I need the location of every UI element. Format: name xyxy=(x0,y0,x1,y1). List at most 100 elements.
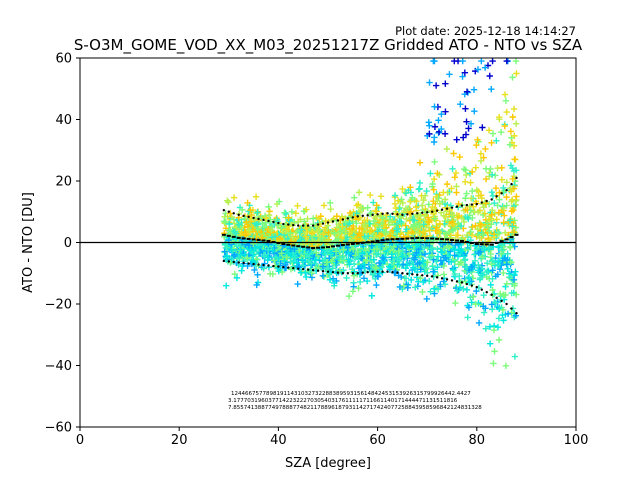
scatter-point xyxy=(430,186,437,193)
mean-series-point xyxy=(440,238,445,241)
scatter-point xyxy=(373,264,380,272)
scatter-point xyxy=(237,251,244,258)
scatter-point xyxy=(331,229,338,237)
lower-std-series-point xyxy=(411,273,414,276)
upper-std-series-point xyxy=(336,219,340,222)
scatter-point xyxy=(420,264,428,272)
scatter-point xyxy=(394,256,402,263)
scatter-point xyxy=(465,215,472,222)
scatter-point xyxy=(403,215,410,223)
scatter-point xyxy=(359,249,366,257)
scatter-point xyxy=(512,120,520,127)
mean-series-point xyxy=(321,246,326,249)
scatter-point xyxy=(360,275,368,282)
scatter-point xyxy=(472,222,479,230)
scatter-point xyxy=(486,323,494,330)
scatter-point xyxy=(349,288,357,295)
upper-std-series-point xyxy=(426,211,429,214)
y-tick-label: 60 xyxy=(55,52,72,67)
scatter-point xyxy=(474,225,481,233)
scatter-point xyxy=(434,253,442,260)
upper-std-series-point xyxy=(421,211,424,214)
scatter-point xyxy=(470,86,478,93)
mean-series-point xyxy=(499,240,504,243)
lower-std-series-point xyxy=(435,276,439,279)
scatter-point xyxy=(485,127,493,134)
scatter-point xyxy=(496,196,503,203)
upper-std-series-point xyxy=(406,213,409,216)
upper-std-series-point xyxy=(257,217,260,221)
scatter-point xyxy=(495,209,502,216)
lower-std-series-point xyxy=(361,271,364,274)
scatter-point xyxy=(228,246,235,254)
scatter-point xyxy=(231,228,239,235)
scatter-point xyxy=(440,212,448,219)
mean-series-point xyxy=(281,243,286,246)
scatter-point xyxy=(419,202,426,209)
mean-series-point xyxy=(464,240,469,243)
scatter-point xyxy=(353,210,360,217)
scatter-point xyxy=(461,69,469,76)
scatter-point xyxy=(278,268,286,276)
scatter-point xyxy=(389,258,396,265)
scatter-point xyxy=(482,325,489,332)
scatter-point xyxy=(398,218,405,226)
scatter-point xyxy=(357,232,364,239)
scatter-point xyxy=(467,179,474,186)
scatter-point xyxy=(468,195,475,202)
scatter-point xyxy=(419,278,427,286)
scatter-point xyxy=(420,221,427,228)
scatter-point xyxy=(433,224,440,231)
upper-std-series-point xyxy=(316,223,320,226)
scatter-points xyxy=(220,57,520,369)
upper-std-series-point xyxy=(445,207,449,210)
scatter-point xyxy=(491,210,498,218)
scatter-point xyxy=(492,184,500,192)
scatter-point xyxy=(294,280,301,288)
scatter-point xyxy=(376,242,384,249)
scatter-point xyxy=(450,266,457,273)
scatter-point xyxy=(508,309,515,317)
mean-series-point xyxy=(316,246,321,249)
lower-std-series-point xyxy=(232,260,235,264)
lower-std-series-point xyxy=(306,268,310,271)
scatter-point xyxy=(465,273,473,281)
scatter-point xyxy=(428,245,436,252)
scatter-point xyxy=(509,175,516,183)
scatter-point xyxy=(346,261,353,268)
mean-series-point xyxy=(494,241,499,244)
scatter-point xyxy=(503,261,510,268)
scatter-point xyxy=(267,226,275,234)
scatter-point xyxy=(251,266,258,274)
scatter-point xyxy=(495,315,503,322)
scatter-point xyxy=(321,250,329,258)
scatter-point xyxy=(453,183,460,190)
scatter-point xyxy=(446,244,453,251)
upper-std-series-point xyxy=(227,210,230,213)
lower-std-series-point xyxy=(386,270,389,273)
scatter-point xyxy=(452,299,459,307)
scatter-point xyxy=(264,246,272,254)
scatter-point xyxy=(444,217,452,224)
scatter-point xyxy=(356,278,364,286)
scatter-point xyxy=(453,287,461,294)
scatter-point xyxy=(419,257,427,265)
scatter-point xyxy=(244,199,251,206)
x-tick-label: 40 xyxy=(270,433,287,448)
mean-series-point xyxy=(340,243,345,246)
lower-std-series-point xyxy=(460,281,464,284)
lower-std-series-point xyxy=(495,296,498,300)
lower-std-series-point xyxy=(336,271,340,274)
scatter-point xyxy=(501,122,509,130)
scatter-point xyxy=(475,249,482,257)
upper-std-series-point xyxy=(222,209,226,212)
scatter-point xyxy=(426,79,433,86)
lower-std-series-point xyxy=(470,284,474,287)
bin-count-labels: 1244667577898191143103273228838959315614… xyxy=(228,391,482,411)
scatter-point xyxy=(462,131,470,138)
scatter-point xyxy=(320,273,328,280)
mean-series-point xyxy=(459,239,464,242)
scatter-point xyxy=(320,249,328,256)
scatter-point xyxy=(252,193,260,200)
scatter-point xyxy=(223,282,230,289)
